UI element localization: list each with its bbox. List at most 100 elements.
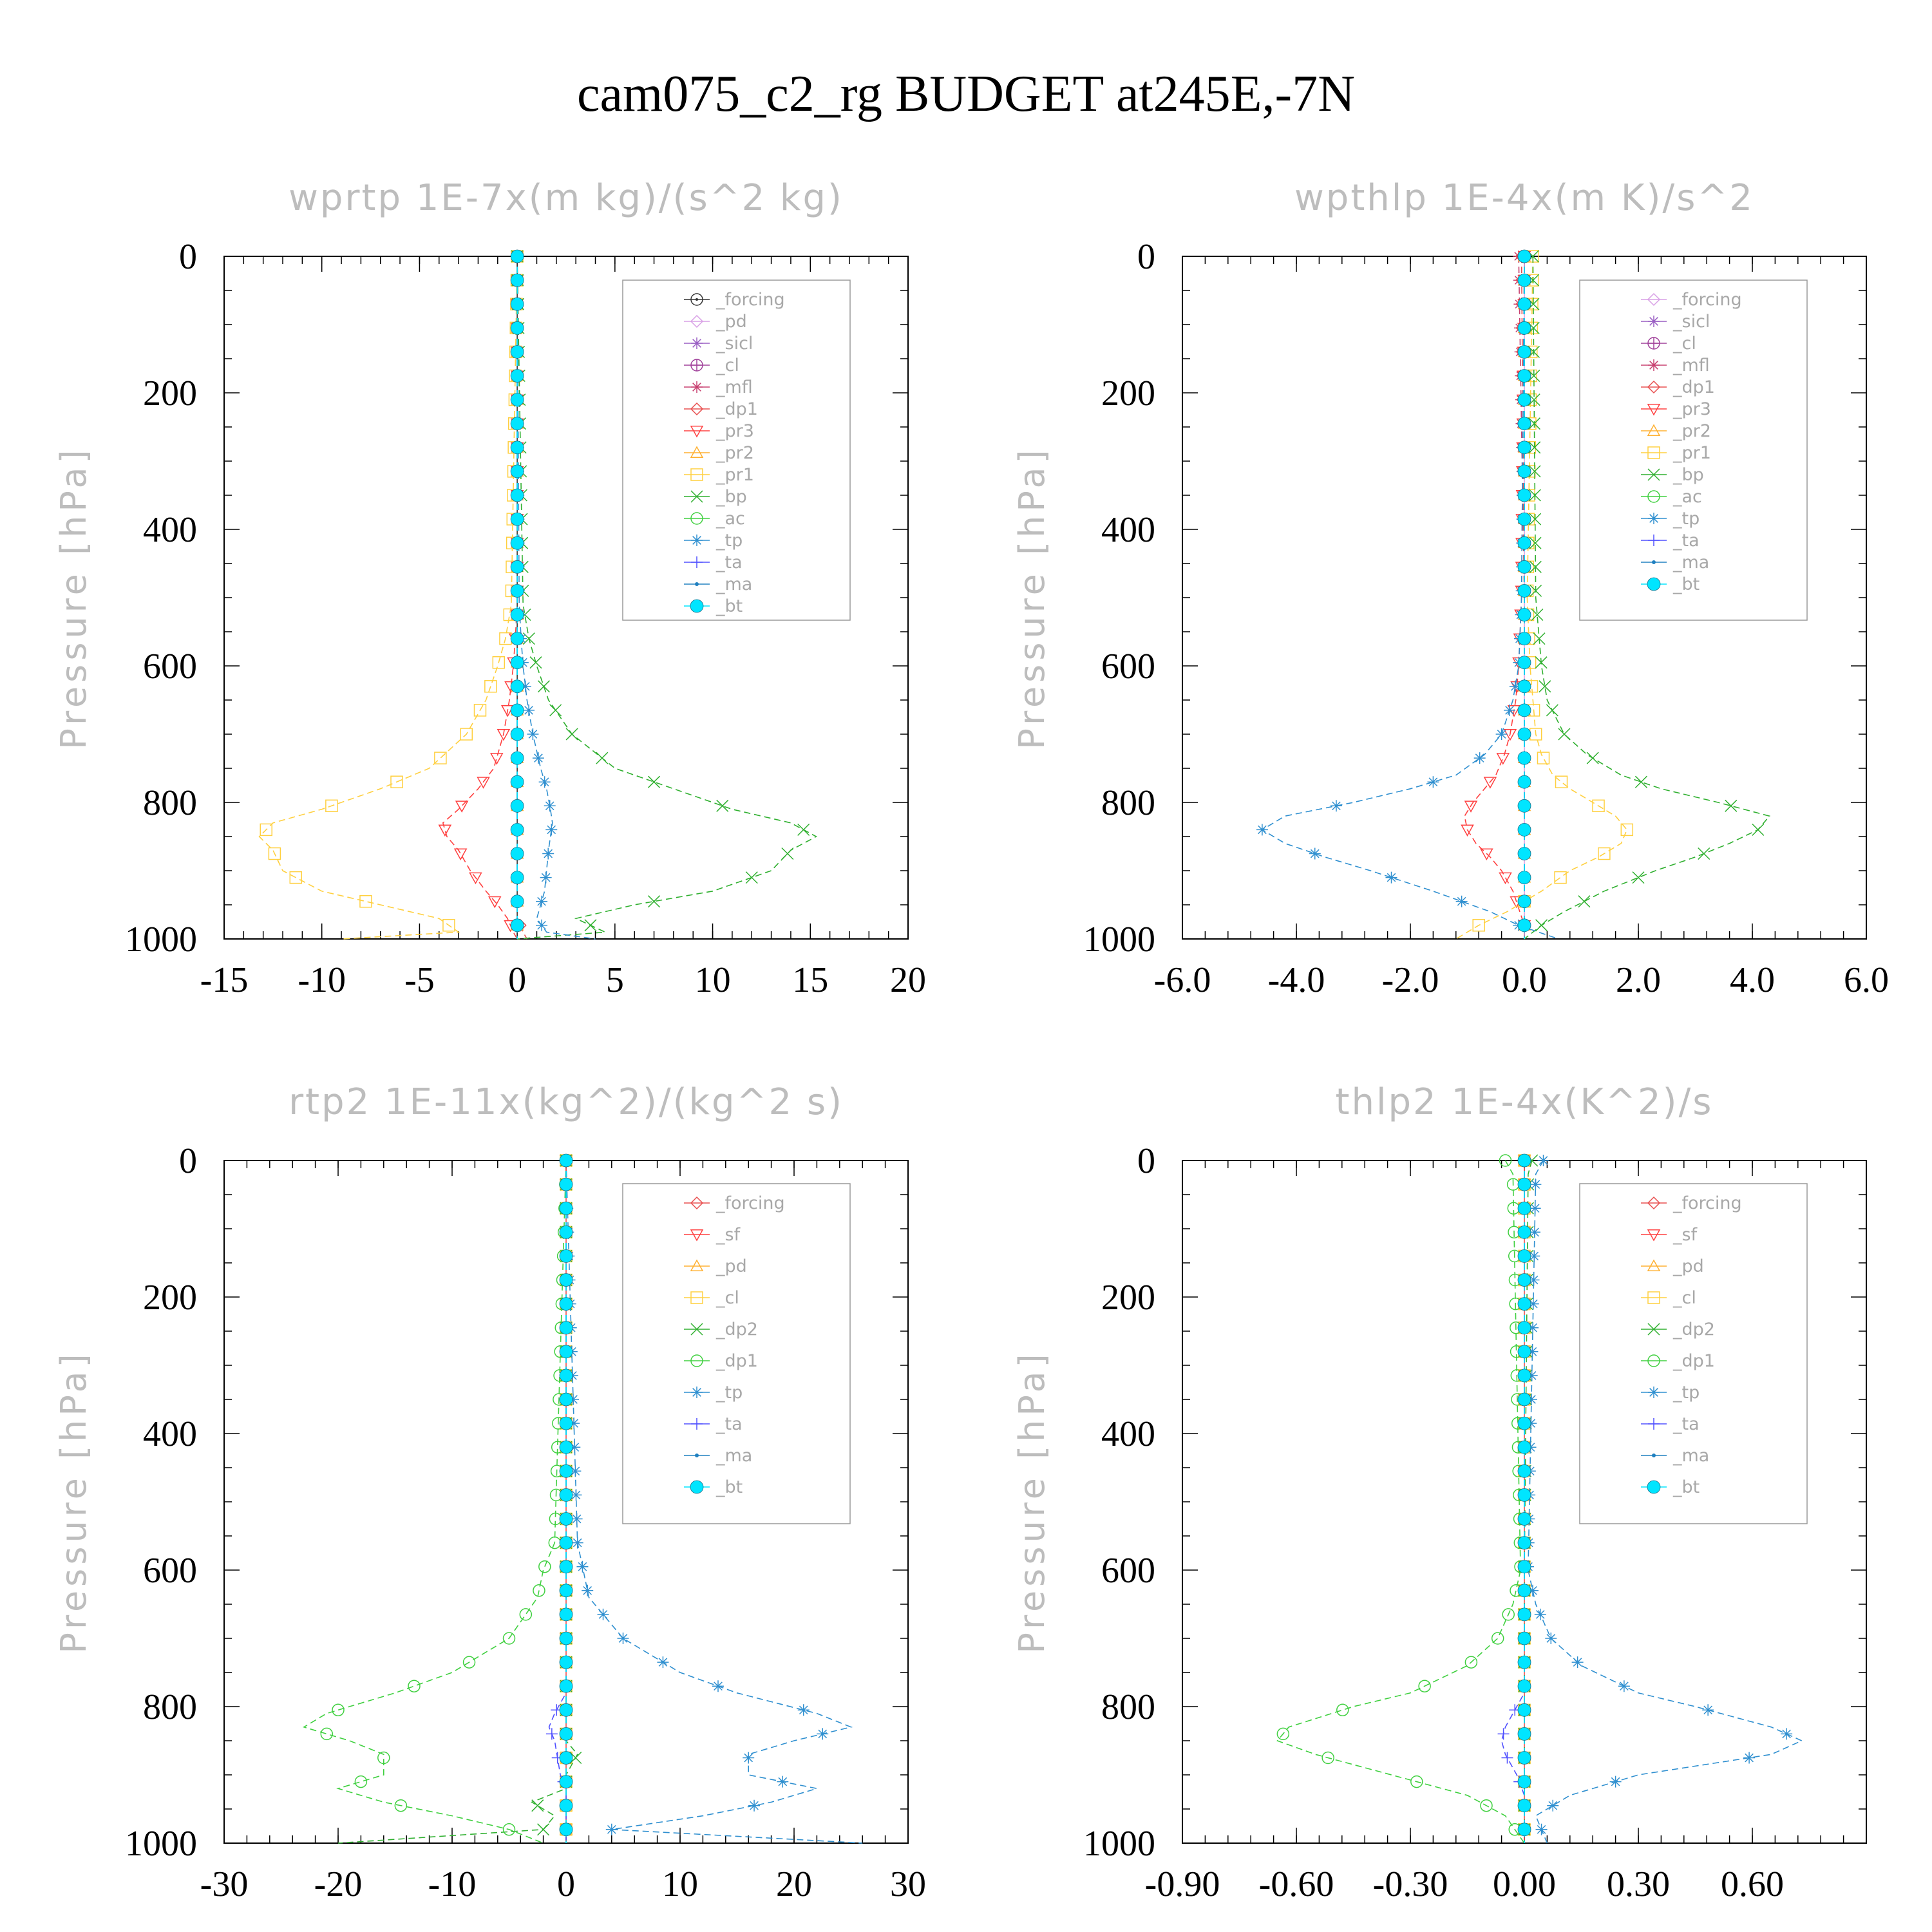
data-point	[1496, 753, 1510, 765]
data-point	[1455, 895, 1468, 907]
legend-label: _dp2	[715, 1320, 758, 1340]
legend-label: _sf	[1672, 1225, 1698, 1245]
series-line	[1501, 1160, 1525, 1843]
legend-marker	[1647, 446, 1660, 459]
data-point	[542, 848, 554, 860]
data-point	[545, 824, 558, 836]
data-point	[1517, 679, 1531, 694]
panel-3: rtp2 1E-11x(kg^2)/(kg^2 s) Pressure [hPa]…	[53, 1081, 926, 1904]
data-point	[559, 1488, 573, 1502]
series-bt	[510, 249, 524, 939]
x-tick-label: 20	[890, 960, 926, 1000]
data-point	[544, 800, 556, 812]
legend-label: _pr2	[1672, 421, 1711, 441]
legend-item-dp2: _dp2	[684, 1320, 758, 1340]
legend-frame	[622, 1183, 851, 1524]
legend-item-mfl: _mfl	[1641, 355, 1710, 375]
data-point	[559, 1799, 573, 1813]
data-point	[1537, 1155, 1549, 1166]
data-point	[1558, 728, 1571, 741]
legend-item-ta: _ta	[1641, 531, 1700, 551]
legend-item-ma: _ma	[1641, 1446, 1709, 1466]
data-point	[559, 1775, 573, 1789]
y-tick-label: 400	[143, 510, 197, 550]
legend-marker	[1648, 316, 1660, 327]
data-point	[1276, 1727, 1290, 1741]
legend-label: _bt	[715, 596, 743, 616]
data-point	[1609, 1776, 1622, 1788]
legend-marker	[1647, 404, 1661, 416]
data-point	[320, 1727, 334, 1741]
data-point	[648, 895, 661, 908]
legend-item-ac: _ac	[684, 509, 745, 529]
data-point	[510, 321, 524, 335]
legend-marker	[690, 490, 703, 503]
legend-marker	[690, 402, 704, 416]
data-point	[559, 1823, 573, 1837]
data-point	[1517, 1177, 1531, 1191]
data-point	[1517, 799, 1531, 813]
data-point	[1527, 1321, 1539, 1334]
data-point	[453, 848, 468, 861]
y-tick-label: 400	[1101, 510, 1155, 550]
legend-item-pr2: _pr2	[1641, 421, 1711, 441]
data-point	[519, 680, 531, 692]
data-point	[510, 775, 524, 789]
data-point	[571, 1513, 583, 1525]
data-point	[1528, 393, 1540, 406]
data-point	[559, 1440, 573, 1454]
data-point	[469, 872, 482, 885]
legend-label: _sf	[715, 1225, 741, 1245]
data-point	[332, 1703, 345, 1717]
data-point	[571, 1537, 583, 1549]
x-tick-label: 5	[606, 960, 624, 1000]
x-tick-label: -20	[314, 1864, 363, 1904]
data-point	[497, 729, 511, 741]
data-point	[797, 823, 810, 836]
data-point	[484, 680, 497, 693]
x-tick-label: 15	[792, 960, 828, 1000]
data-point	[1517, 1416, 1531, 1430]
data-point	[510, 679, 524, 694]
data-point	[559, 1321, 573, 1335]
legend-marker	[691, 1418, 703, 1430]
data-point	[1529, 560, 1542, 573]
data-point	[536, 895, 548, 907]
legend-marker	[690, 446, 704, 458]
legend: _forcing _sf _pd _cl _dp2 _dp1 _tp _ta _ma _bt	[1579, 1183, 1808, 1524]
data-point	[1502, 1608, 1515, 1621]
legend-label: _pr2	[715, 443, 754, 463]
y-tick-label: 1000	[1083, 920, 1155, 960]
data-point	[1571, 1656, 1584, 1669]
data-point	[1503, 704, 1515, 716]
data-point	[1527, 345, 1540, 358]
data-point	[1517, 1655, 1531, 1669]
data-point	[745, 871, 758, 884]
data-point	[1517, 1368, 1531, 1383]
legend-marker	[691, 381, 703, 393]
y-tick-label: 200	[1101, 1278, 1155, 1318]
y-tick-label: 1000	[1083, 1824, 1155, 1864]
legend-item-bt: _bt	[1641, 1477, 1700, 1497]
legend-item-ma: _ma	[684, 1446, 752, 1466]
legend-item-pr1: _pr1	[684, 465, 754, 485]
data-point	[1535, 1823, 1548, 1835]
data-point	[510, 799, 524, 813]
panel-2: wpthlp 1E-4x(m K)/s^2 Pressure [hPa] -6.0 -…	[1012, 177, 1889, 1000]
legend: _forcing_sicl_cl_mfl_dp1_pr3_pr2_pr1_bp_…	[1579, 279, 1808, 621]
y-tick-label: 0	[179, 1141, 197, 1181]
data-point	[488, 896, 502, 909]
legend-item-ta: _ta	[1641, 1414, 1700, 1434]
data-point	[538, 1560, 551, 1573]
legend-label: _cl	[1672, 1288, 1696, 1308]
legend-marker	[1648, 359, 1660, 371]
legend-label: _bt	[1672, 1477, 1700, 1497]
legend-marker	[1652, 1454, 1656, 1457]
data-point	[1528, 1250, 1540, 1262]
y-tick-label: 600	[1101, 647, 1155, 687]
series-dp1	[1276, 1154, 1527, 1844]
x-tick-label: 0	[557, 1864, 575, 1904]
legend-marker	[1647, 1259, 1661, 1271]
data-point	[1483, 777, 1497, 789]
data-point	[519, 1608, 533, 1621]
